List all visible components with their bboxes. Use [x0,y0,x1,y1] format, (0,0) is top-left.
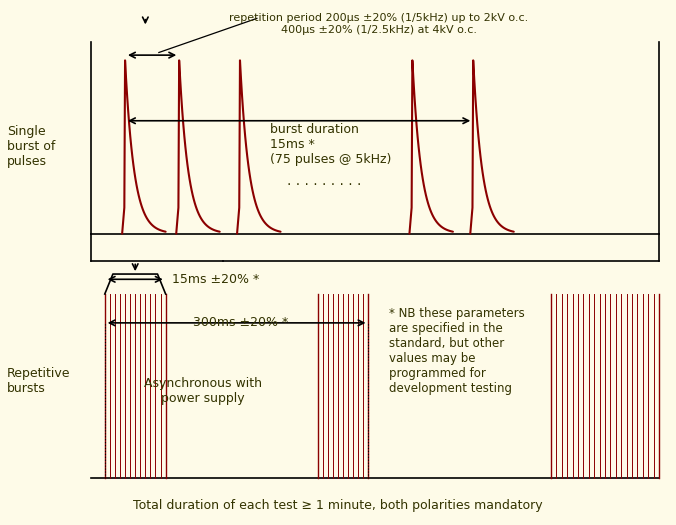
Text: 15ms ±20% *: 15ms ±20% * [172,273,260,286]
Text: Single
burst of
pulses: Single burst of pulses [7,125,55,169]
Text: repetition period 200μs ±20% (1/5kHz) up to 2kV o.c.
400μs ±20% (1/2.5kHz) at 4k: repetition period 200μs ±20% (1/5kHz) up… [229,13,528,35]
Text: * NB these parameters
are specified in the
standard, but other
values may be
pro: * NB these parameters are specified in t… [389,307,525,395]
Text: . . . . . . . . .: . . . . . . . . . [287,174,362,188]
Text: Total duration of each test ≥ 1 minute, both polarities mandatory: Total duration of each test ≥ 1 minute, … [133,499,543,511]
Text: burst duration
15ms *
(75 pulses @ 5kHz): burst duration 15ms * (75 pulses @ 5kHz) [270,123,392,166]
Text: Repetitive
bursts: Repetitive bursts [7,366,70,395]
Text: 300ms ±20% *: 300ms ±20% * [193,317,288,329]
Text: Asynchronous with
power supply: Asynchronous with power supply [144,377,262,405]
